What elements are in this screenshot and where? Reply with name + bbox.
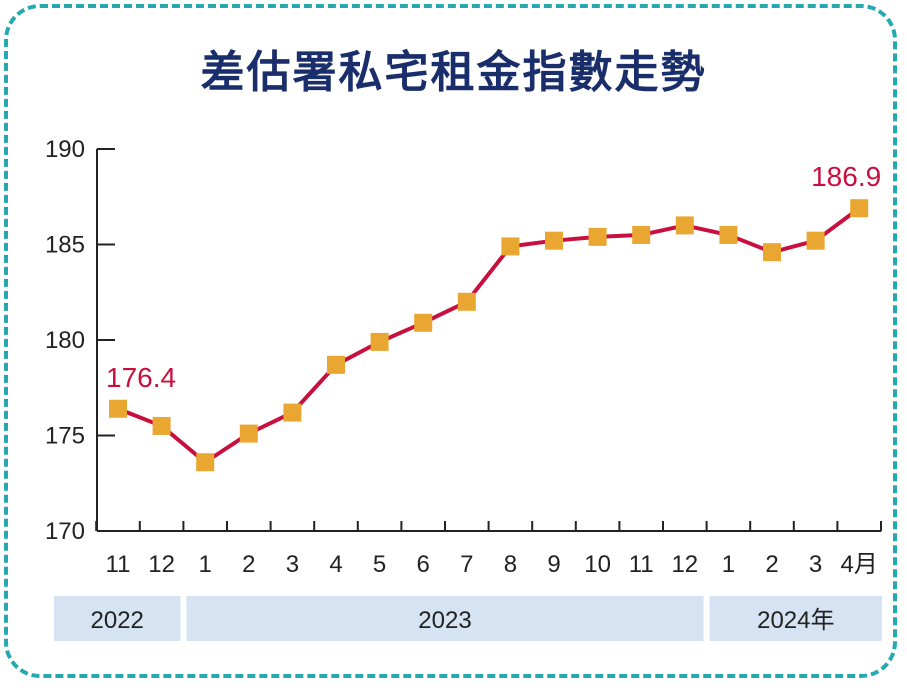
data-point	[719, 225, 738, 244]
x-tick-label: 6	[417, 551, 430, 578]
x-tick-label: 5	[373, 551, 386, 578]
data-point	[283, 403, 302, 422]
year-label: 2024年	[757, 607, 834, 634]
year-label: 2022	[91, 607, 144, 634]
x-tick-label: 3	[809, 551, 822, 578]
data-point	[414, 313, 433, 332]
data-point	[632, 225, 651, 244]
year-band	[186, 596, 704, 641]
chart-frame	[4, 4, 897, 678]
data-point	[675, 216, 694, 235]
x-tick-label: 4	[329, 551, 342, 578]
x-tick-label: 2	[242, 551, 255, 578]
data-point	[196, 453, 215, 472]
x-tick-label: 12	[671, 551, 698, 578]
year-band	[54, 596, 181, 641]
year-band	[709, 596, 882, 641]
x-tick-label: 3	[286, 551, 299, 578]
x-tick-label: 11	[106, 551, 131, 578]
y-tick-label: 180	[45, 327, 85, 354]
y-tick-label: 185	[45, 232, 85, 259]
x-tick-label: 2	[765, 551, 778, 578]
x-tick-label: 12	[148, 551, 175, 578]
series-line	[117, 206, 861, 465]
data-point	[850, 199, 869, 218]
x-tick-label: 1	[722, 551, 735, 578]
x-tick-label: 1	[199, 551, 212, 578]
chart-title: 差估署私宅租金指數走勢	[200, 47, 707, 98]
data-point	[327, 355, 345, 374]
data-point	[457, 292, 476, 311]
data-label: 176.4	[106, 362, 176, 393]
y-tick-label: 190	[45, 136, 85, 163]
x-tick-label: 11	[629, 551, 654, 578]
data-point	[763, 243, 781, 262]
data-point	[806, 231, 825, 250]
x-tick-label: 9	[547, 551, 560, 578]
y-tick-label: 175	[45, 423, 85, 450]
data-point	[370, 332, 389, 351]
data-point	[239, 424, 258, 443]
data-label: 186.9	[811, 161, 881, 192]
data-point	[501, 237, 520, 256]
year-label: 2023	[418, 607, 471, 634]
x-tick-label: 8	[504, 551, 517, 578]
x-tick-label: 7	[460, 551, 473, 578]
data-point	[545, 231, 563, 250]
y-tick-label: 170	[45, 518, 85, 545]
x-tick-label: 4月	[841, 551, 878, 578]
data-point	[152, 416, 171, 435]
data-point	[588, 227, 607, 246]
x-tick-label: 10	[584, 551, 611, 578]
data-point	[109, 399, 127, 418]
